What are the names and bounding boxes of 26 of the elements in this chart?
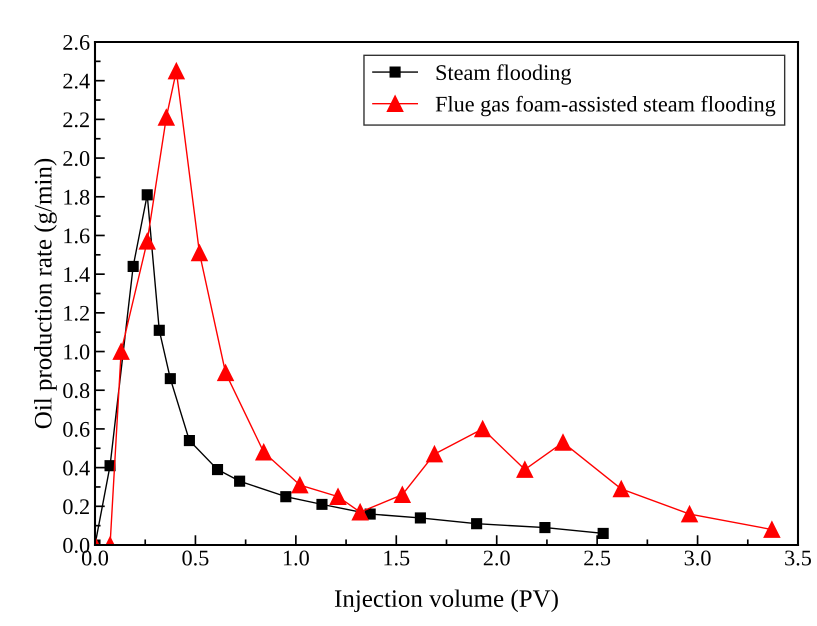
- y-tick-label: 0.8: [63, 383, 90, 398]
- x-tick-label: 2.0: [484, 550, 510, 566]
- y-tick-label: 2.4: [63, 74, 90, 89]
- legend-label: Flue gas foam-assisted steam flooding: [436, 96, 776, 116]
- y-tick-label: 0.4: [63, 460, 90, 476]
- y-tick-label: 2.6: [63, 34, 90, 50]
- y-tick-label: 2.2: [63, 112, 89, 128]
- y-tick-label: 0.2: [63, 499, 89, 514]
- legend-label: Steam flooding: [436, 64, 572, 85]
- y-tick-label: 0.0: [63, 538, 90, 554]
- x-tick-label: 1.0: [284, 550, 309, 566]
- y-tick-label: 0.6: [63, 422, 90, 437]
- y-axis-title: Oil production rate (g/min): [34, 158, 57, 428]
- y-tick-label: 1.2: [64, 306, 89, 321]
- y-tick-label: 2.0: [63, 151, 90, 166]
- y-tick-label: 1.6: [64, 228, 90, 244]
- y-tick-label: 1.4: [64, 267, 90, 282]
- x-tick-label: 0.5: [182, 550, 208, 566]
- y-tick-label: 1.8: [64, 190, 90, 205]
- x-tick-label: 1.5: [384, 550, 410, 566]
- x-axis-title: Injection volume (PV): [334, 589, 558, 612]
- x-tick-label: 0.0: [82, 550, 108, 566]
- y-tick-label: 1.0: [64, 344, 90, 360]
- x-tick-label: 3.0: [684, 550, 711, 566]
- x-tick-label: 2.5: [584, 550, 610, 566]
- x-tick-label: 3.5: [785, 550, 812, 566]
